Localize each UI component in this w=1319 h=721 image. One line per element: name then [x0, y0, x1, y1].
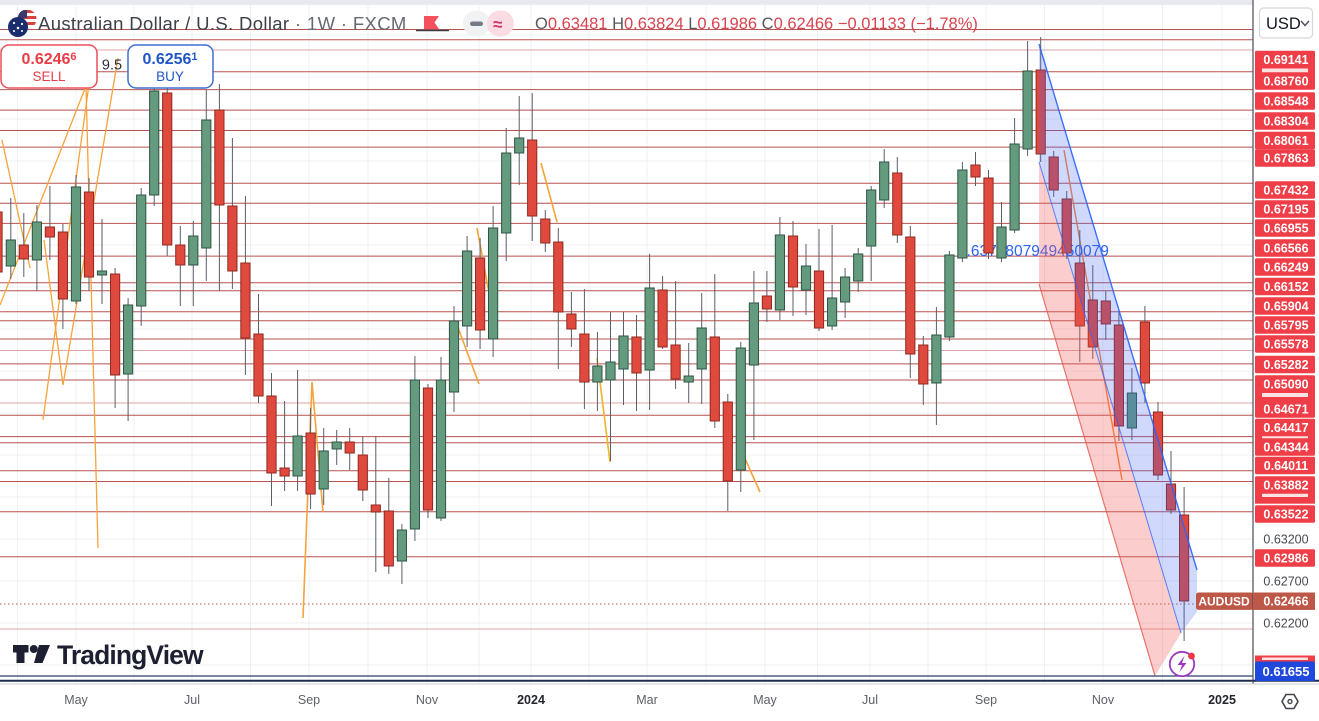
svg-text:0.67432: 0.67432: [1263, 183, 1308, 197]
svg-text:May: May: [753, 693, 777, 707]
svg-text:Nov: Nov: [1092, 693, 1115, 707]
svg-text:O0.63481 H0.63824 L0.61986: O0.63481 H0.63824 L0.61986 C0.62466 −0.0…: [535, 15, 978, 33]
svg-text:Sep: Sep: [298, 693, 320, 707]
svg-text:0.65282: 0.65282: [1263, 358, 1308, 372]
svg-text:0.66955: 0.66955: [1263, 221, 1308, 235]
svg-text:0.62466: 0.62466: [21, 51, 76, 68]
svg-text:0.68061: 0.68061: [1263, 134, 1308, 148]
svg-text:0.65578: 0.65578: [1263, 337, 1308, 351]
svg-text:AUDUSD: AUDUSD: [1198, 595, 1250, 609]
svg-text:0.62200: 0.62200: [1263, 616, 1308, 630]
svg-text:0.63882: 0.63882: [1263, 478, 1308, 492]
svg-text:0.66566: 0.66566: [1263, 241, 1308, 255]
svg-text:BUY: BUY: [156, 69, 184, 84]
svg-text:TradingView: TradingView: [57, 640, 204, 670]
svg-text:Australian Dollar / U.S. Dolla: Australian Dollar / U.S. Dollar · 1W · F…: [38, 13, 407, 34]
svg-text:0.67863: 0.67863: [1263, 151, 1308, 165]
svg-text:USD: USD: [1266, 15, 1301, 33]
svg-text:0.65090: 0.65090: [1263, 377, 1308, 391]
svg-text:0.64011: 0.64011: [1264, 459, 1309, 473]
svg-text:Sep: Sep: [975, 693, 997, 707]
svg-text:2024: 2024: [517, 693, 545, 707]
svg-text:0.68548: 0.68548: [1263, 94, 1308, 108]
svg-text:May: May: [64, 693, 88, 707]
svg-text:Nov: Nov: [416, 693, 439, 707]
svg-text:0.63200: 0.63200: [1263, 532, 1308, 546]
svg-text:0.64344: 0.64344: [1263, 440, 1308, 454]
svg-text:Mar: Mar: [636, 693, 658, 707]
svg-text:9.5: 9.5: [102, 58, 122, 74]
svg-text:0.69141: 0.69141: [1263, 53, 1308, 67]
svg-text:Jul: Jul: [184, 693, 200, 707]
svg-text:2025: 2025: [1208, 693, 1236, 707]
svg-text:0.68760: 0.68760: [1263, 74, 1308, 88]
svg-text:0.65904: 0.65904: [1263, 299, 1308, 313]
svg-text:Jul: Jul: [862, 693, 878, 707]
svg-text:0.61655: 0.61655: [1263, 664, 1310, 679]
svg-text:0.65795: 0.65795: [1263, 318, 1308, 332]
svg-text:0.68304: 0.68304: [1263, 114, 1308, 128]
svg-text:0.64671: 0.64671: [1263, 402, 1308, 416]
svg-text:0.62561: 0.62561: [142, 51, 197, 68]
svg-text:0.62700: 0.62700: [1263, 574, 1308, 588]
svg-text:0.62986: 0.62986: [1263, 551, 1308, 565]
svg-text:0.64417: 0.64417: [1263, 421, 1308, 435]
svg-text:0.62466: 0.62466: [1263, 595, 1308, 609]
svg-text:0.66152: 0.66152: [1263, 280, 1308, 294]
svg-text:0.67195: 0.67195: [1263, 202, 1308, 216]
svg-text:0.63522: 0.63522: [1263, 507, 1308, 521]
svg-text:0.66249: 0.66249: [1263, 260, 1308, 274]
svg-text:SELL: SELL: [32, 69, 66, 84]
svg-text:≈: ≈: [493, 15, 502, 34]
